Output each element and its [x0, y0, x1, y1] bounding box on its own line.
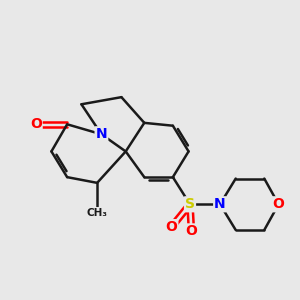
Text: O: O — [30, 117, 42, 131]
Text: CH₃: CH₃ — [87, 208, 108, 218]
Text: N: N — [214, 197, 226, 211]
Text: N: N — [96, 127, 107, 141]
Text: O: O — [273, 197, 284, 211]
Text: O: O — [166, 220, 177, 234]
Text: O: O — [185, 224, 197, 239]
Text: S: S — [185, 197, 195, 211]
